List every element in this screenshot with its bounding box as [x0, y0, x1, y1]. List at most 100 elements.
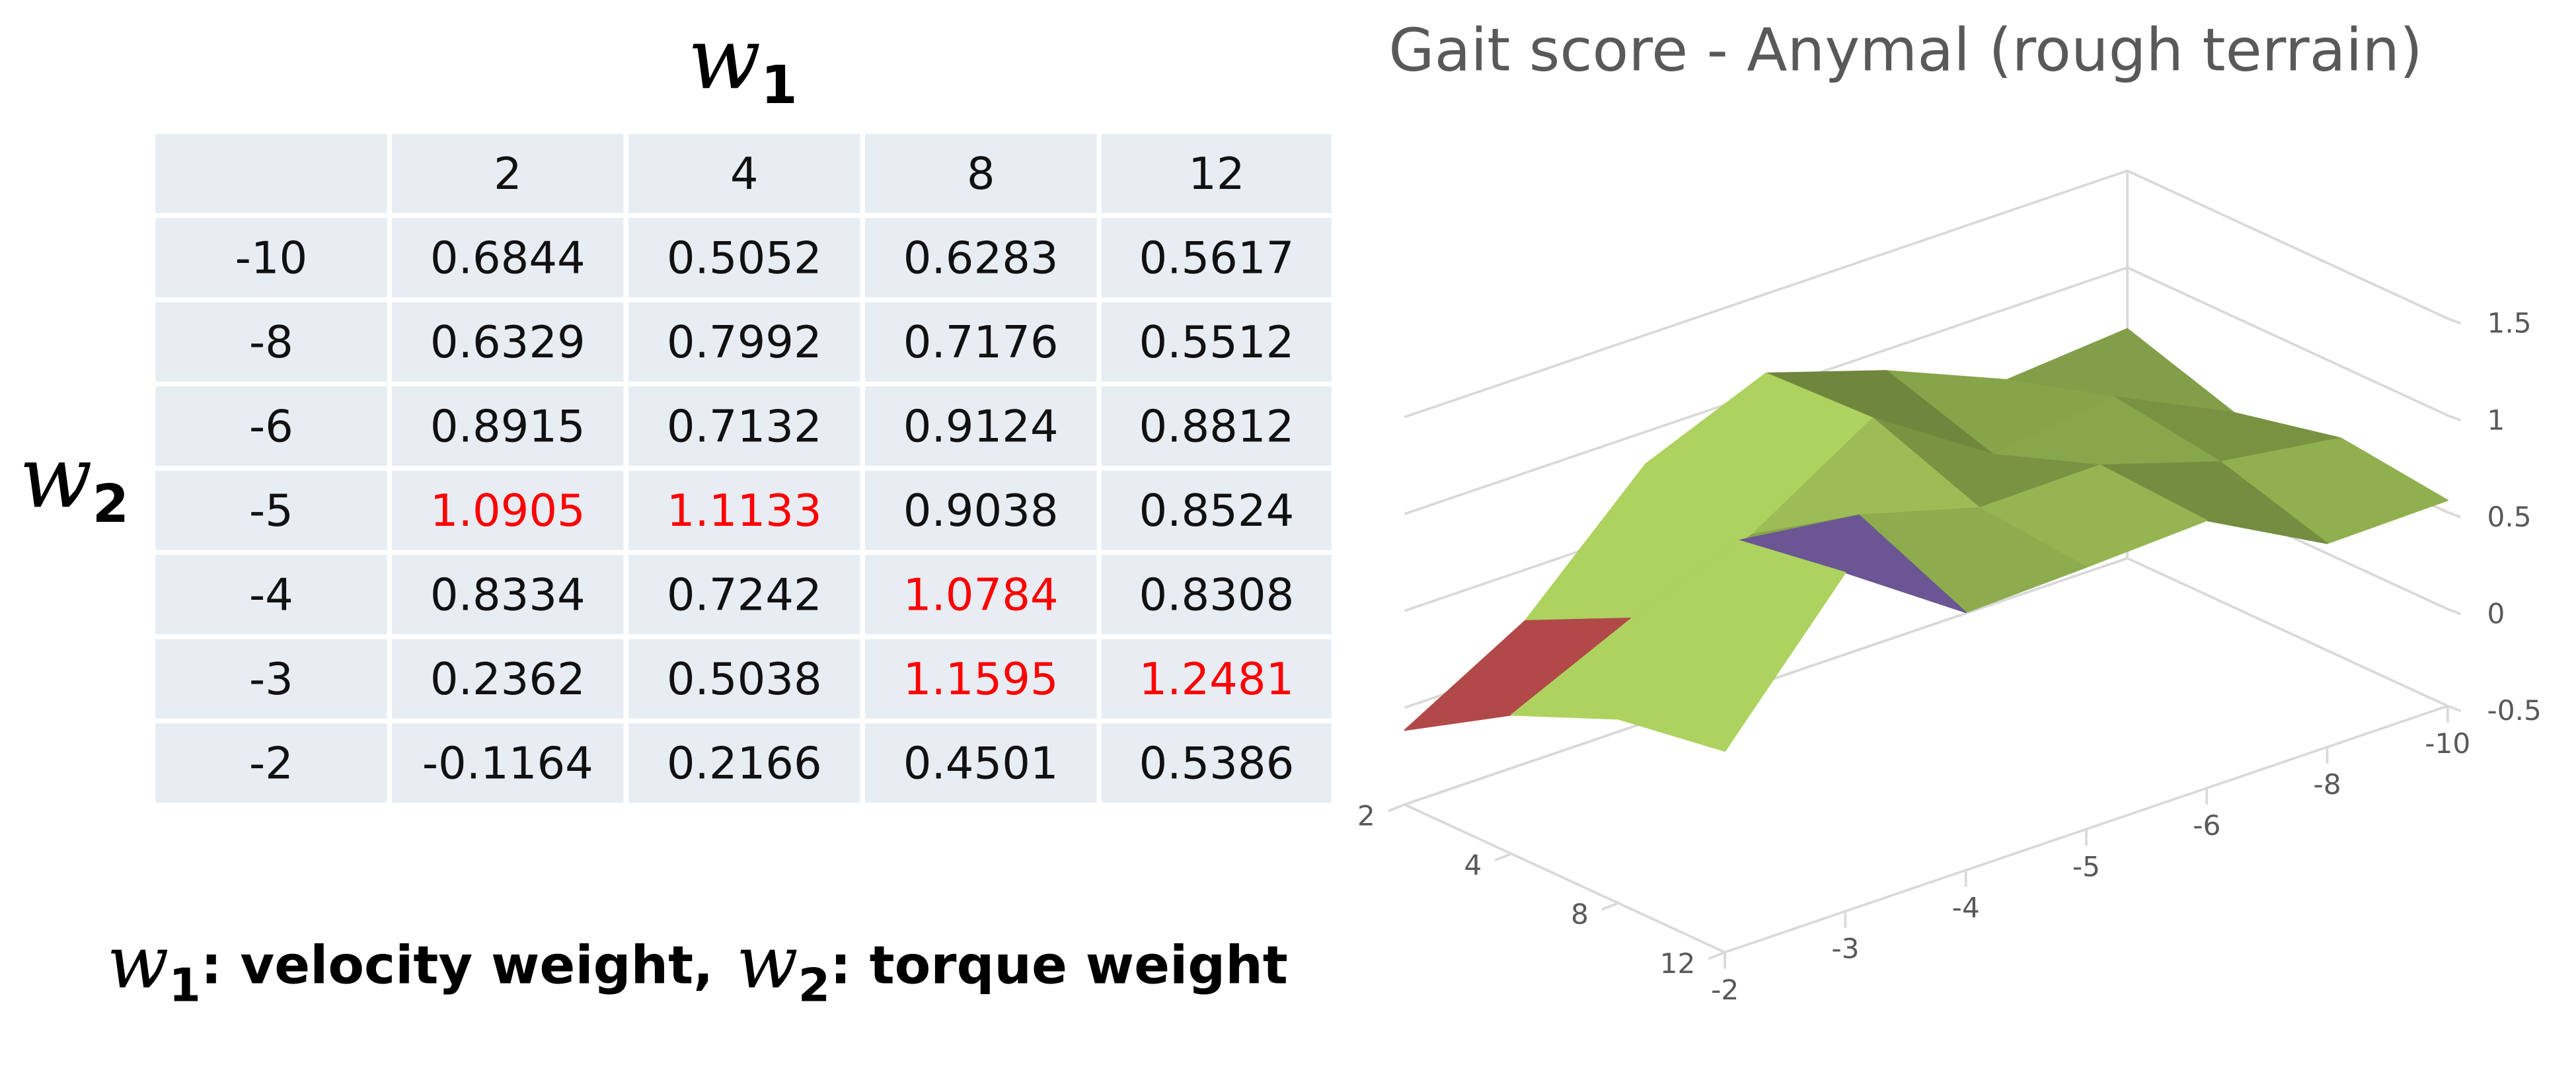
- cell-value: 0.8915: [430, 401, 586, 452]
- cell-value: 0.6844: [430, 233, 586, 284]
- cell-value: 0.5386: [1139, 738, 1294, 789]
- table-cell: [860, 466, 1102, 556]
- x-tick: [1387, 803, 1406, 812]
- cell-value: 1.2481: [1139, 653, 1294, 705]
- header-text: 2: [494, 148, 522, 199]
- row-label: -6: [249, 401, 293, 452]
- caption-text: : torque weight: [830, 934, 1288, 995]
- x-tick-label: 8: [1571, 898, 1589, 930]
- cell-value: -0.1164: [422, 738, 593, 789]
- cell-value: 1.0784: [903, 569, 1059, 621]
- symbol: w: [688, 9, 761, 108]
- subscript: 1: [169, 958, 200, 1012]
- y-tick-label: -3: [1831, 933, 1859, 965]
- header-text: 8: [967, 148, 995, 199]
- table-cell: [1096, 718, 1337, 808]
- row-label-cell: [150, 297, 393, 387]
- row-label: -4: [249, 569, 293, 621]
- y-tick-label: -10: [2425, 727, 2470, 760]
- z-tick-label: 0: [2487, 598, 2505, 630]
- z-tick-label: 0.5: [2487, 501, 2531, 533]
- table-cell: [623, 550, 865, 639]
- z-tick-label: 1: [2487, 404, 2505, 436]
- table-cell: [387, 634, 629, 724]
- z-tick: [2447, 317, 2462, 325]
- symbol: w: [107, 920, 169, 1005]
- table-cell: [1096, 466, 1337, 556]
- row-axis-label: w2: [19, 428, 129, 534]
- y-tick-label: -2: [1711, 974, 1739, 1006]
- z-tick: [2447, 608, 2462, 616]
- table-cell: [387, 718, 629, 808]
- caption: w1: velocity weight, w2: torque weight: [107, 920, 1288, 1013]
- z-tick-label: 1.5: [2487, 307, 2531, 340]
- table-cell: [387, 213, 629, 303]
- chart-title: Gait score - Anymal (rough terrain): [1388, 16, 2423, 85]
- table-cell: [1096, 297, 1337, 387]
- table: 2 4 8 12 -10 0.6844 0.5052 0.6283 0.5617 -8 0.6329…: [150, 129, 1337, 808]
- cell-value: 1.1133: [667, 485, 822, 536]
- header-cell: [150, 129, 393, 219]
- x-tick: [1601, 902, 1619, 911]
- table-cell: [860, 213, 1102, 303]
- z-tick: [2447, 705, 2462, 713]
- z-tick-label: -0.5: [2487, 694, 2541, 727]
- y-tick-label: -5: [2072, 850, 2100, 883]
- table-cell: [623, 381, 865, 471]
- y-tick-label: -8: [2313, 768, 2341, 801]
- table-cell: [623, 718, 865, 808]
- x-tick: [1708, 951, 1725, 960]
- row-label: -5: [249, 485, 293, 536]
- cell-value: 0.5052: [667, 233, 822, 284]
- surface-chart: -0.5 0 0.5 1 1.5 2 4 8 12 -10 -8 -6 -5 -4 -3 -2: [1357, 169, 2542, 1006]
- z-tick: [2447, 414, 2462, 422]
- cell-value: 0.9124: [903, 401, 1059, 452]
- cell-value: 0.7992: [667, 316, 822, 368]
- cell-value: 0.5038: [667, 653, 822, 705]
- y-tick-label: -6: [2193, 809, 2220, 842]
- row-label: -3: [249, 653, 293, 705]
- cell-value: 0.4501: [903, 738, 1059, 789]
- row-label: -2: [249, 738, 293, 789]
- row-label-cell: [150, 718, 393, 808]
- cell-value: 0.5512: [1139, 316, 1294, 368]
- cell-value: 0.8524: [1139, 485, 1294, 536]
- header-text: 12: [1188, 148, 1244, 199]
- surface-facet: [1617, 540, 1846, 752]
- cell-value: 0.2362: [430, 653, 586, 705]
- header-text: 4: [730, 148, 759, 199]
- table-cell: [387, 381, 629, 471]
- table-cell: [387, 466, 629, 556]
- x-tick-label: 12: [1660, 947, 1696, 980]
- x-tick-label: 2: [1357, 799, 1375, 832]
- subscript: 2: [798, 958, 830, 1012]
- cell-value: 1.1595: [903, 653, 1059, 705]
- caption-text: : velocity weight,: [201, 934, 713, 995]
- subscript: 1: [761, 54, 797, 116]
- symbol: w: [736, 920, 798, 1005]
- header-cell: [1096, 129, 1337, 219]
- cell-value: 0.2166: [667, 738, 822, 789]
- table-cell: [860, 718, 1102, 808]
- cell-value: 0.7176: [903, 316, 1059, 368]
- y-tick-label: -4: [1952, 892, 1980, 924]
- cell-value: 0.6283: [903, 233, 1059, 284]
- column-axis-label: w1: [688, 9, 798, 116]
- floor-edge: [1404, 803, 1725, 954]
- cell-value: 0.9038: [903, 485, 1059, 536]
- table-cell: [1096, 550, 1337, 639]
- floor-edge: [1724, 705, 2448, 954]
- cell-value: 1.0905: [430, 485, 586, 536]
- cell-value: 0.7132: [667, 401, 822, 452]
- x-tick-label: 4: [1464, 849, 1482, 881]
- table-cell: [623, 466, 865, 556]
- row-label: -10: [235, 233, 308, 284]
- symbol: w: [19, 428, 93, 527]
- cell-value: 0.8334: [430, 569, 586, 621]
- table-cell: [1096, 381, 1337, 471]
- cell-value: 0.5617: [1139, 233, 1294, 284]
- subscript: 2: [93, 473, 129, 534]
- row-label: -8: [249, 316, 293, 368]
